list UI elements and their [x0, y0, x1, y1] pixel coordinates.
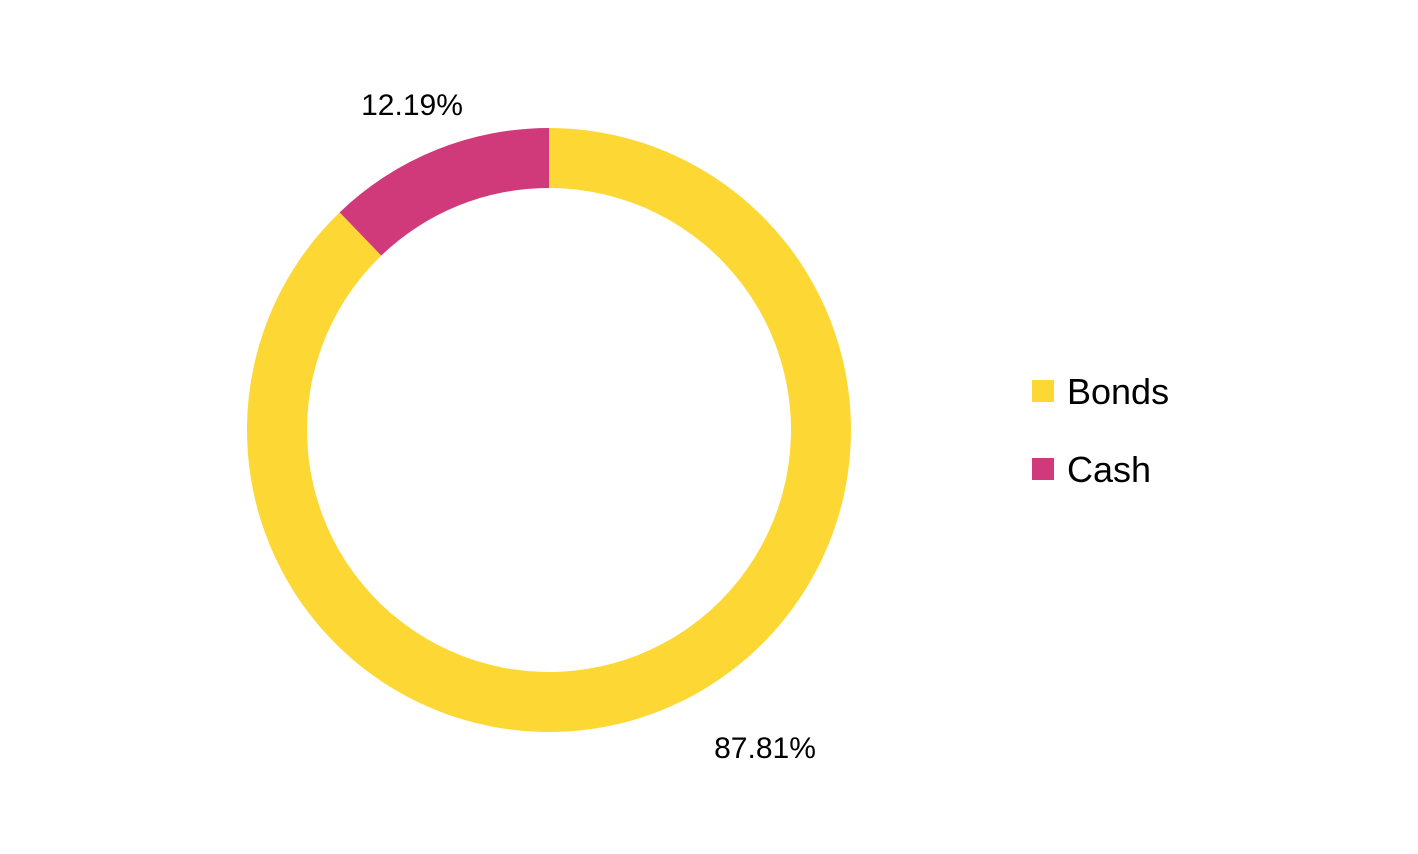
slice-cash	[339, 128, 549, 256]
legend-swatch-cash	[1032, 458, 1054, 480]
donut-slices	[246, 128, 851, 732]
legend-label-bonds: Bonds	[1067, 371, 1169, 412]
data-labels: 87.81% 12.19%	[361, 89, 816, 765]
slice-bonds	[246, 128, 851, 732]
data-label-bonds: 87.81%	[714, 732, 816, 765]
legend-label-cash: Cash	[1067, 449, 1151, 490]
legend-swatch-bonds	[1032, 380, 1054, 402]
legend: Bonds Cash	[1032, 371, 1169, 490]
data-label-cash: 12.19%	[361, 89, 463, 122]
